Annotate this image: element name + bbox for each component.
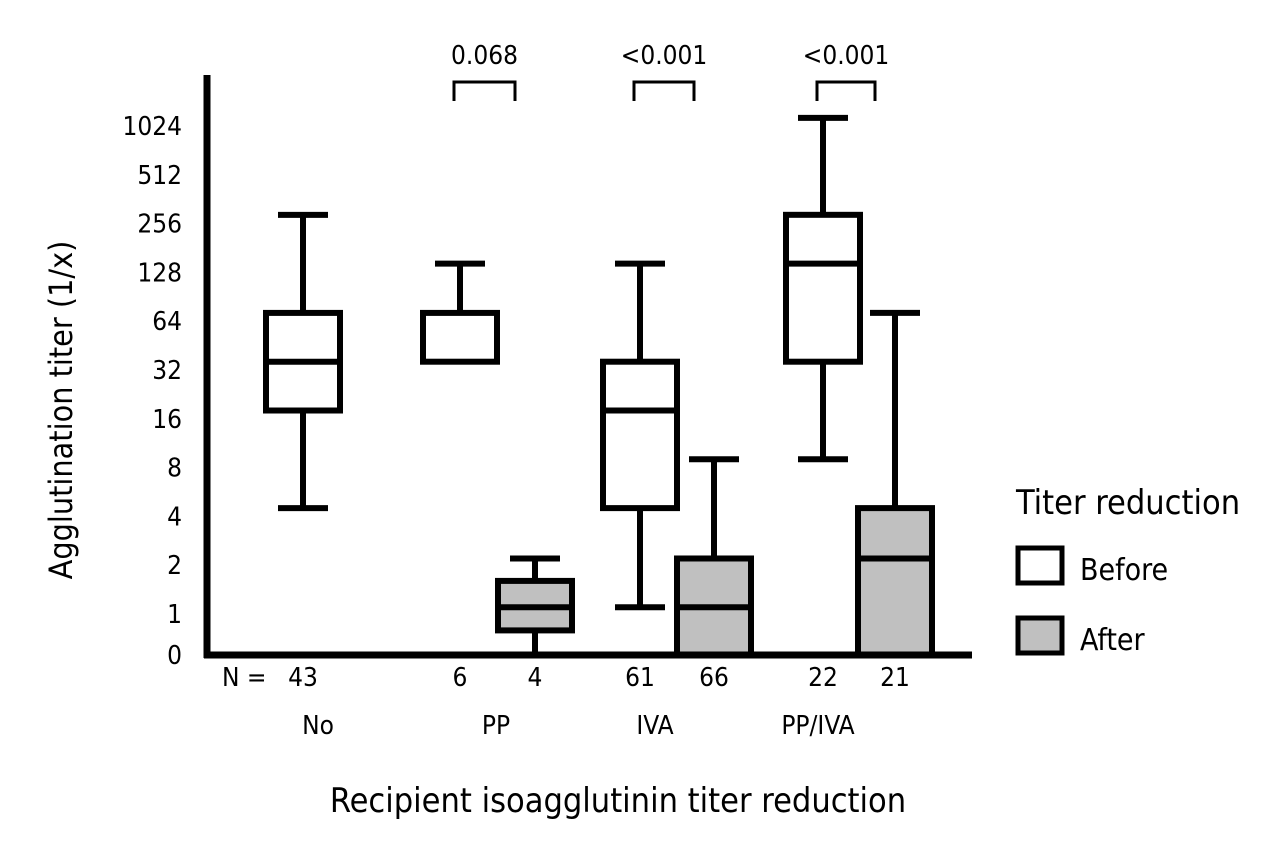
p-value-label: 0.068	[451, 41, 518, 71]
legend-title: Titer reduction	[1015, 483, 1240, 523]
box-pp-iva-after	[855, 309, 935, 658]
axes	[203, 75, 972, 659]
box-iqr	[855, 505, 935, 658]
box-iva-before	[600, 260, 680, 611]
y-tick-labels: 0 1 2 4 8 16 32 64 128 256 512 1024	[122, 112, 182, 671]
y-tick-label: 64	[152, 307, 182, 337]
group-label: PP/IVA	[781, 711, 854, 741]
group-label: No	[302, 711, 334, 741]
p-value-bracket: <0.001	[621, 41, 708, 101]
n-label: 66	[699, 663, 729, 693]
box-pp-before	[420, 260, 500, 365]
p-value-brackets: 0.068 <0.001 <0.001	[451, 41, 889, 101]
box-iqr	[420, 309, 500, 365]
box-pp-iva-before	[783, 114, 863, 463]
box-no-before	[263, 211, 343, 512]
n-label: 22	[808, 663, 838, 693]
y-tick-label: 0	[167, 641, 182, 671]
box-iqr	[783, 211, 863, 365]
box-pp-after	[495, 555, 575, 655]
y-axis-label: Agglutination titer (1/x)	[42, 241, 80, 580]
p-value-bracket: 0.068	[451, 41, 518, 101]
group-label: IVA	[636, 711, 673, 741]
legend-swatch-before	[1015, 545, 1065, 586]
n-label: 21	[880, 663, 910, 693]
bracket-line	[632, 80, 696, 101]
bracket-line	[452, 80, 517, 101]
n-label: 61	[625, 663, 655, 693]
n-prefix: N =	[222, 663, 267, 693]
legend-swatch-after	[1015, 615, 1065, 656]
y-tick-label: 1024	[122, 112, 182, 142]
legend-label-before: Before	[1080, 553, 1168, 588]
y-tick-label: 4	[167, 502, 182, 532]
p-value-label: <0.001	[621, 41, 708, 71]
p-value-bracket: <0.001	[803, 41, 890, 101]
n-labels: N = 43 6 4 61 66 22 21	[222, 663, 910, 693]
x-axis-label: Recipient isoagglutinin titer reduction	[330, 781, 906, 821]
n-label: 43	[288, 663, 318, 693]
legend-label-after: After	[1080, 623, 1146, 658]
y-tick-label: 2	[167, 551, 182, 581]
y-tick-label: 16	[152, 405, 182, 435]
y-tick-label: 512	[137, 161, 182, 191]
group-label: PP	[482, 711, 510, 741]
y-tick-label: 32	[152, 356, 182, 386]
y-tick-label: 8	[167, 454, 182, 484]
box-iqr	[600, 358, 680, 512]
y-tick-label: 256	[137, 210, 182, 240]
p-value-label: <0.001	[803, 41, 890, 71]
n-label: 6	[453, 663, 468, 693]
y-tick-label: 1	[167, 600, 182, 630]
n-label: 4	[528, 663, 543, 693]
boxes	[263, 114, 935, 658]
legend: Titer reduction Before After	[1015, 483, 1240, 658]
bracket-line	[815, 80, 877, 101]
group-labels: No PP IVA PP/IVA	[302, 711, 855, 741]
y-tick-label: 128	[137, 258, 182, 288]
box-iva-after	[674, 456, 754, 658]
